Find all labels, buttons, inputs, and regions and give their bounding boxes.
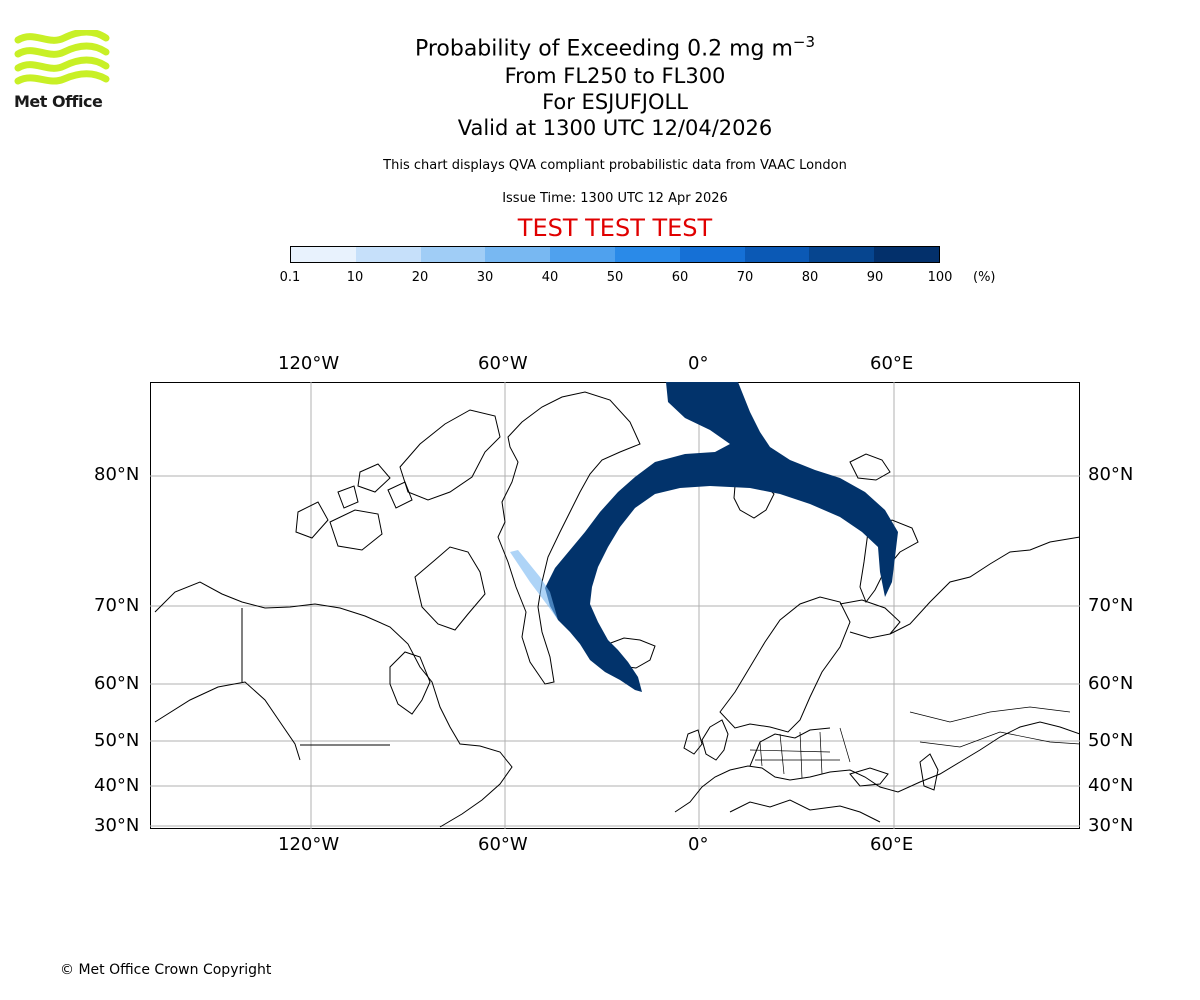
coastlines	[154, 391, 1081, 828]
colorbar-tick-6: 60	[671, 270, 689, 285]
lat-label-left-60n: 60°N	[94, 673, 140, 694]
ash-plume-fringe	[510, 550, 558, 620]
lat-label-left-40n: 40°N	[94, 775, 140, 796]
colorbar-segment-5	[614, 247, 680, 262]
colorbar-tick-2: 20	[411, 270, 429, 285]
kola-coast	[839, 599, 901, 639]
colorbar-tick-5: 50	[606, 270, 624, 285]
map-canvas	[150, 382, 1081, 829]
lat-label-right-40n: 40°N	[1088, 775, 1134, 796]
test-banner: TEST TEST TEST	[517, 214, 713, 242]
lat-label-right-60n: 60°N	[1088, 673, 1134, 694]
asia-borders	[909, 706, 1081, 748]
graticule	[150, 382, 1080, 829]
colorbar-tick-10: 100	[927, 270, 953, 285]
russia-arctic-coast	[889, 536, 1081, 635]
ireland-coast	[683, 729, 703, 755]
ash-plume	[510, 382, 898, 692]
colorbar-tick-4: 40	[541, 270, 559, 285]
colorbar-segment-8	[809, 247, 875, 262]
lat-label-left-50n: 50°N	[94, 730, 140, 751]
banks-island	[295, 501, 329, 539]
copyright-notice: © Met Office Crown Copyright	[60, 962, 272, 978]
lon-label-top-60w: 60°W	[478, 353, 528, 374]
lon-label-top-60e: 60°E	[870, 353, 914, 374]
lon-label-bottom-120w: 120°W	[278, 834, 340, 855]
black-sea	[849, 767, 889, 787]
arctic-islands	[337, 463, 413, 509]
ellesmere-coast	[399, 409, 501, 501]
colorbar-segment-3	[485, 247, 551, 262]
lon-label-bottom-60e: 60°E	[870, 834, 914, 855]
colorbar-tick-8: 80	[801, 270, 819, 285]
chart-title: Probability of Exceeding 0.2 mg m−3	[265, 28, 965, 63]
colorbar-segment-1	[355, 247, 421, 262]
lat-label-right-80n: 80°N	[1088, 464, 1134, 485]
colorbar-unit: (%)	[973, 270, 996, 285]
met-office-logo: Met Office	[14, 28, 110, 114]
colorbar-tick-3: 30	[476, 270, 494, 285]
flight-levels: From FL250 to FL300	[504, 64, 726, 88]
lon-label-top-0: 0°	[688, 353, 709, 374]
europe-coast	[674, 721, 1081, 813]
chart-description: This chart displays QVA compliant probab…	[383, 158, 847, 173]
logo-text: Met Office	[14, 92, 103, 111]
colorbar-segment-4	[550, 247, 615, 262]
mediterranean-coast	[729, 799, 881, 823]
valid-time: Valid at 1300 UTC 12/04/2026	[457, 116, 773, 140]
lat-label-left-30n: 30°N	[94, 815, 140, 836]
lat-label-right-50n: 50°N	[1088, 730, 1134, 751]
map-panel	[150, 382, 1081, 829]
colorbar-segment-9	[874, 247, 939, 262]
europe-borders	[749, 727, 851, 779]
caspian-sea	[919, 753, 939, 791]
lat-label-left-80n: 80°N	[94, 464, 140, 485]
novaya-zemlya	[859, 519, 919, 604]
logo-waves-icon	[14, 28, 110, 85]
colorbar-segment-2	[420, 247, 486, 262]
colorbar-tick-1: 10	[346, 270, 364, 285]
greenland-coast	[497, 391, 641, 685]
victoria-island	[329, 509, 383, 551]
baffin-coast	[414, 546, 486, 631]
lon-label-bottom-0: 0°	[688, 834, 709, 855]
lat-label-left-70n: 70°N	[94, 595, 140, 616]
volcano-name: For ESJUFJOLL	[542, 90, 688, 114]
franz-josef-land	[849, 453, 891, 481]
lon-label-bottom-60w: 60°W	[478, 834, 528, 855]
hudson-bay-coast	[389, 651, 431, 715]
lon-label-top-120w: 120°W	[278, 353, 340, 374]
colorbar-tick-9: 90	[866, 270, 884, 285]
colorbar-tick-0: 0.1	[279, 270, 301, 285]
colorbar-tick-7: 70	[736, 270, 754, 285]
issue-time: Issue Time: 1300 UTC 12 Apr 2026	[502, 191, 728, 206]
probability-colorbar	[290, 246, 940, 263]
scandinavia-coast	[719, 596, 851, 733]
colorbar-segment-6	[679, 247, 745, 262]
title-main: Probability of Exceeding 0.2 mg m	[414, 36, 793, 62]
lat-label-right-70n: 70°N	[1088, 595, 1134, 616]
lat-label-right-30n: 30°N	[1088, 815, 1134, 836]
uk-coast	[701, 719, 729, 761]
title-unit-exponent: −3	[792, 33, 816, 51]
colorbar-segment-7	[744, 247, 810, 262]
colorbar-segment-0	[291, 247, 356, 262]
